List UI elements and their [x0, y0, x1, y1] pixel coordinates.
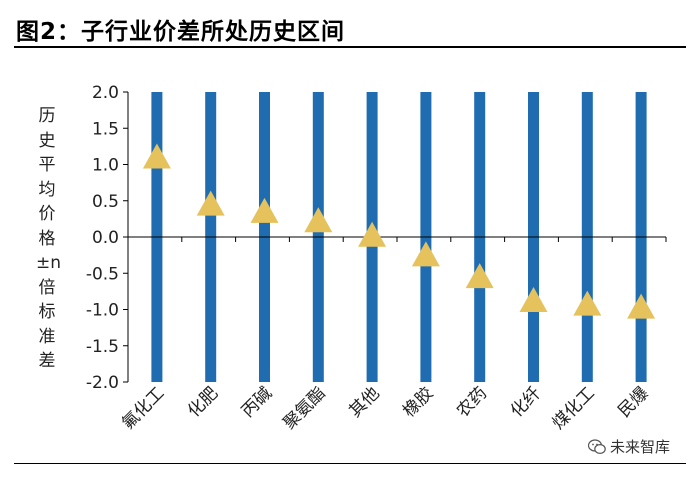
- y-tick-label: 1.0: [92, 156, 119, 176]
- x-category-label: 橡胶: [399, 383, 437, 421]
- bottom-rule: [14, 463, 686, 464]
- y-axis-label: 历史平均价格±n倍标准差: [36, 106, 62, 371]
- x-category-label: 煤化工: [549, 383, 599, 433]
- x-category-label: 化纤: [507, 383, 545, 421]
- y-tick-label: -0.5: [86, 264, 119, 284]
- x-category-label: 化肥: [184, 383, 222, 421]
- value-marker: [411, 241, 440, 267]
- y-tick-label: -1.0: [86, 301, 119, 321]
- figure-title: 图2：子行业价差所处历史区间: [16, 19, 346, 45]
- wechat-icon: [588, 438, 606, 454]
- y-tick-label: 1.5: [92, 119, 119, 139]
- x-category-label: 氟化工: [118, 383, 168, 433]
- value-marker: [196, 190, 225, 216]
- watermark: 未来智库: [588, 436, 670, 457]
- title-rule: [14, 46, 686, 48]
- value-marker: [142, 143, 171, 169]
- x-category-label: 丙碱: [238, 383, 276, 421]
- value-marker: [465, 263, 494, 289]
- x-category-label: 聚氨酯: [280, 383, 330, 433]
- value-marker: [573, 290, 602, 316]
- y-tick-label: -2.0: [86, 373, 119, 393]
- value-marker: [304, 207, 333, 233]
- x-category-label: 民爆: [614, 383, 652, 421]
- watermark-text: 未来智库: [610, 438, 671, 456]
- title-bar: 图2：子行业价差所处历史区间: [14, 8, 686, 48]
- x-category-label: 其他: [345, 383, 383, 421]
- x-category-label: 农药: [453, 383, 491, 421]
- value-marker: [358, 221, 387, 247]
- y-tick-label: -1.5: [86, 337, 119, 357]
- y-tick-label: 2.0: [92, 83, 119, 103]
- y-tick-label: 0.0: [92, 228, 119, 248]
- value-marker: [627, 293, 656, 319]
- value-marker: [250, 197, 279, 223]
- value-marker: [519, 287, 548, 313]
- y-tick-label: 0.5: [92, 192, 119, 212]
